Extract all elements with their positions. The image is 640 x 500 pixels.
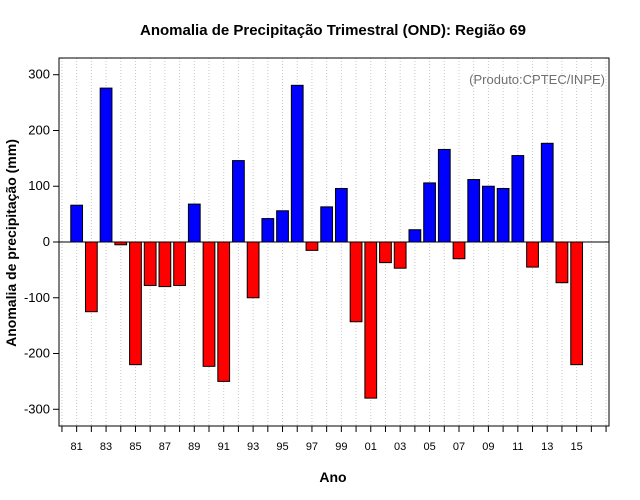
bar-1992 bbox=[232, 160, 245, 243]
bar-1995 bbox=[276, 210, 289, 243]
y-tick-label: 100 bbox=[28, 178, 50, 193]
x-tick-label: 05 bbox=[423, 441, 435, 453]
bar-1986 bbox=[143, 241, 157, 286]
x-tick-label: 11 bbox=[512, 441, 523, 453]
bar-2007 bbox=[452, 241, 466, 260]
bar-2010 bbox=[496, 187, 510, 243]
bar-2005 bbox=[423, 182, 436, 243]
bar-1985 bbox=[129, 241, 142, 366]
x-tick-label: 97 bbox=[306, 441, 318, 453]
bar-2014 bbox=[555, 241, 569, 284]
bar-2011 bbox=[511, 155, 525, 243]
x-tick-label: 85 bbox=[129, 441, 141, 453]
bar-2015 bbox=[570, 241, 584, 366]
x-tick-label: 07 bbox=[453, 441, 465, 453]
y-tick-label: 0 bbox=[43, 234, 50, 249]
bar-1983 bbox=[99, 87, 113, 243]
bars bbox=[70, 84, 584, 399]
y-axis: -300 -200 -100 0 100 200 300 bbox=[24, 67, 59, 416]
bar-1993 bbox=[246, 241, 260, 299]
bar-1999 bbox=[334, 187, 348, 243]
bar-1982 bbox=[84, 241, 98, 313]
x-axis: 81 83 85 87 89 91 93 95 97 99 01 03 05 07 09 11 13 15 bbox=[61, 426, 607, 453]
x-tick-label: 09 bbox=[482, 441, 494, 453]
y-axis-label: Anomalia de precipitação (mm) bbox=[3, 139, 19, 347]
y-tick-label: -200 bbox=[24, 346, 50, 361]
x-tick-label: 93 bbox=[247, 441, 259, 453]
credit-annotation: (Produto:CPTEC/INPE) bbox=[469, 72, 605, 87]
x-tick-label: 91 bbox=[218, 441, 230, 453]
bar-1989 bbox=[187, 203, 201, 243]
bar-2004 bbox=[408, 229, 422, 243]
bar-2009 bbox=[482, 185, 495, 243]
bar-2003 bbox=[393, 241, 407, 269]
bar-2008 bbox=[467, 179, 481, 243]
bar-1991 bbox=[217, 241, 231, 382]
bar-1997 bbox=[305, 241, 319, 251]
chart-title: Anomalia de Precipitação Trimestral (OND… bbox=[140, 22, 526, 39]
bar-2012 bbox=[526, 241, 539, 268]
x-tick-label: 99 bbox=[335, 441, 347, 453]
x-tick-label: 87 bbox=[159, 441, 171, 453]
bar-1994 bbox=[261, 218, 275, 243]
x-tick-label: 89 bbox=[188, 441, 200, 453]
x-tick-label: 03 bbox=[394, 441, 406, 453]
bar-2013 bbox=[540, 142, 554, 243]
bar-1996 bbox=[290, 84, 304, 243]
bar-2002 bbox=[379, 241, 392, 264]
bar-1987 bbox=[158, 241, 172, 288]
y-tick-label: -300 bbox=[24, 401, 50, 416]
bar-2001 bbox=[364, 241, 378, 399]
bar-1988 bbox=[173, 241, 186, 286]
bar-2006 bbox=[437, 148, 451, 243]
x-axis-label: Ano bbox=[319, 469, 346, 485]
y-tick-label: 200 bbox=[28, 122, 50, 137]
bar-2000 bbox=[349, 241, 363, 323]
x-tick-label: 83 bbox=[100, 441, 112, 453]
bar-1990 bbox=[202, 241, 216, 367]
y-tick-label: 300 bbox=[28, 67, 50, 82]
bar-1998 bbox=[320, 206, 334, 243]
x-tick-label: 13 bbox=[541, 441, 553, 453]
x-tick-label: 81 bbox=[71, 441, 83, 453]
x-tick-label: 15 bbox=[571, 441, 583, 453]
x-tick-label: 95 bbox=[276, 441, 288, 453]
y-tick-label: -100 bbox=[24, 290, 50, 305]
bar-1981 bbox=[70, 204, 84, 243]
x-tick-label: 01 bbox=[365, 441, 377, 453]
